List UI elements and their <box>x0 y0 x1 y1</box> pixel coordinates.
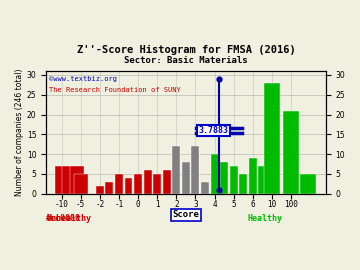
Text: #cc0000: #cc0000 <box>46 214 81 223</box>
Bar <box>239 174 247 194</box>
Text: ©www.textbiz.org: ©www.textbiz.org <box>49 76 117 82</box>
Bar <box>172 146 180 194</box>
Bar <box>163 170 171 194</box>
Bar <box>211 154 219 194</box>
Text: Unhealthy: Unhealthy <box>46 214 91 223</box>
Bar <box>134 174 142 194</box>
Bar <box>74 174 88 194</box>
Bar <box>230 166 238 194</box>
Bar <box>220 162 228 194</box>
Bar <box>300 174 316 194</box>
Bar <box>153 174 161 194</box>
Bar <box>264 83 280 194</box>
Bar <box>201 182 209 194</box>
Text: Sector: Basic Materials: Sector: Basic Materials <box>124 56 248 65</box>
Bar <box>115 174 123 194</box>
Bar <box>182 162 190 194</box>
Bar <box>105 182 113 194</box>
Bar <box>249 158 257 194</box>
Text: Healthy: Healthy <box>247 214 282 223</box>
Y-axis label: Number of companies (246 total): Number of companies (246 total) <box>15 69 24 196</box>
X-axis label: Score: Score <box>172 210 199 220</box>
Text: Z''-Score Histogram for FMSA (2016): Z''-Score Histogram for FMSA (2016) <box>77 45 295 55</box>
Bar <box>125 178 132 194</box>
Bar <box>192 146 199 194</box>
Bar <box>70 166 84 194</box>
Bar <box>283 111 299 194</box>
Text: The Research Foundation of SUNY: The Research Foundation of SUNY <box>49 87 181 93</box>
Bar <box>258 166 266 194</box>
Bar <box>144 170 152 194</box>
Text: 3.7883: 3.7883 <box>198 126 228 135</box>
Bar <box>54 166 69 194</box>
Bar <box>62 166 76 194</box>
Bar <box>96 186 104 194</box>
